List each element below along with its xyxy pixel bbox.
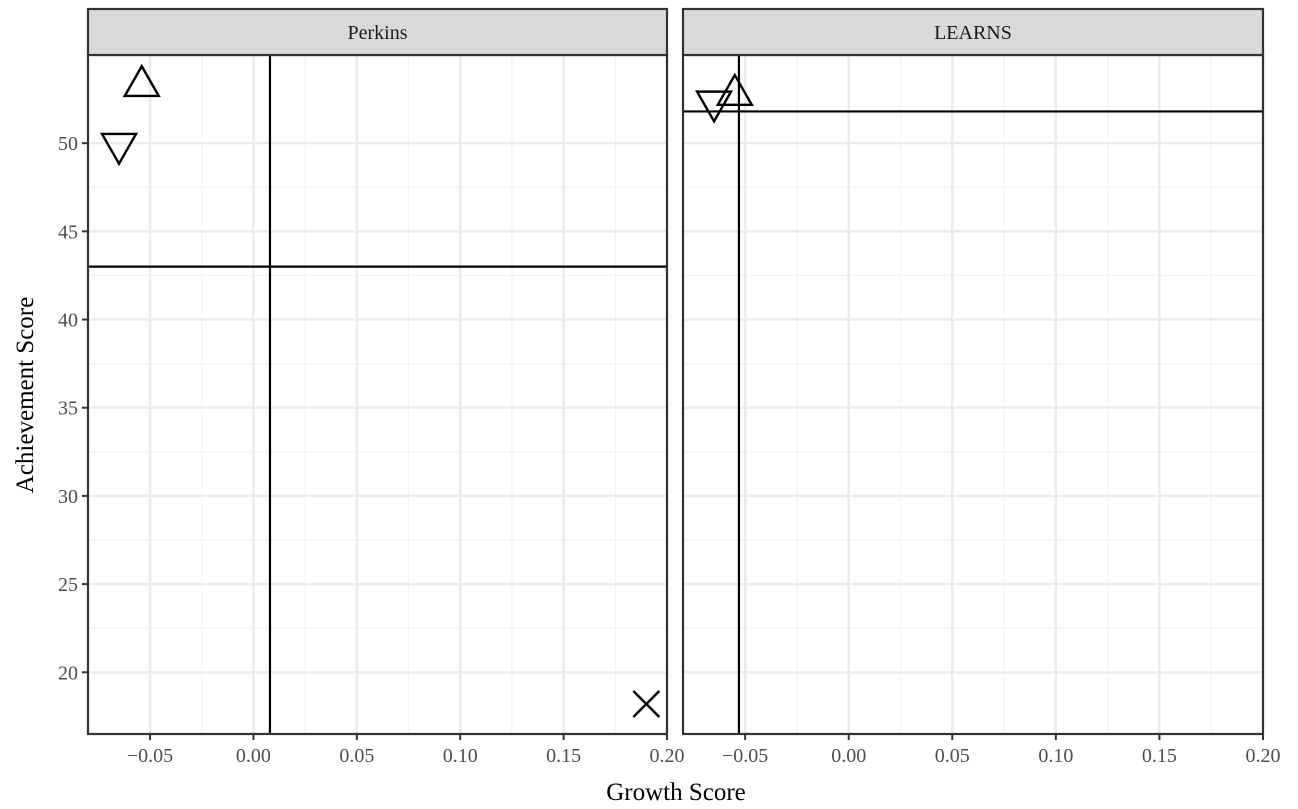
facet-strip <box>681 7 1265 57</box>
y-tick-label: 40 <box>58 310 78 332</box>
y-tick-label: 20 <box>58 662 78 684</box>
data-point-triangle-down <box>695 90 734 124</box>
x-tick-label: −0.05 <box>127 745 173 767</box>
x-tick-label: 0.10 <box>1038 745 1073 767</box>
facet-panel: Perkins −0.05 0.00 0.05 0.10 0.15 0.20 <box>86 7 685 767</box>
y-tick-label: 35 <box>58 398 78 420</box>
data-point-triangle-up <box>122 63 161 98</box>
x-tick-label: 0.05 <box>339 745 374 767</box>
data-point-triangle-down <box>99 132 139 167</box>
x-tick-label: −0.05 <box>722 745 768 767</box>
x-tick-label: 0.10 <box>443 745 478 767</box>
x-tick-label: 0.00 <box>831 745 866 767</box>
facet-panel: LEARNS −0.05 0.00 0.05 0.10 0.15 0.20 <box>681 7 1281 767</box>
facet-strip <box>86 7 669 57</box>
y-tick-label: 45 <box>58 221 78 243</box>
y-axis-title: Achievement Score <box>12 297 39 493</box>
facet-strip-label: LEARNS <box>934 22 1012 44</box>
panel-background <box>88 55 667 734</box>
x-tick-label: 0.20 <box>1246 745 1281 767</box>
y-tick-label: 25 <box>58 574 78 596</box>
y-tick-label: 30 <box>58 486 78 508</box>
x-tick-label: 0.00 <box>236 745 271 767</box>
facet-strip-label: Perkins <box>348 22 408 44</box>
x-axis-title: Growth Score <box>606 779 746 806</box>
x-tick-label: 0.15 <box>546 745 581 767</box>
data-point-cross <box>632 690 661 718</box>
x-tick-label: 0.05 <box>935 745 970 767</box>
panel-background <box>683 55 1263 734</box>
x-tick-label: 0.15 <box>1142 745 1177 767</box>
y-tick-label: 50 <box>58 133 78 155</box>
x-tick-label: 0.20 <box>650 745 685 767</box>
data-point-triangle-up <box>715 72 754 106</box>
